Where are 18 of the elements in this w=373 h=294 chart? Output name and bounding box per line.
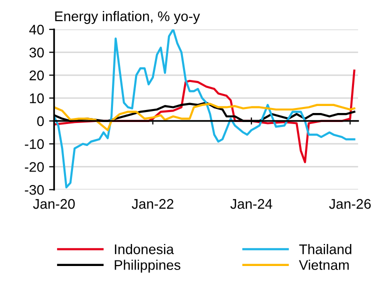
y-tick-label: 10 bbox=[30, 93, 44, 104]
legend-label: Vietnam bbox=[298, 260, 349, 270]
y-tick-label: 20 bbox=[30, 70, 44, 80]
chart-title: Energy inflation, % yo-y bbox=[55, 11, 200, 24]
legend-label: Philippines bbox=[114, 260, 180, 273]
legend-label: Thailand bbox=[299, 244, 352, 254]
x-tick-label: Jan-20 bbox=[33, 199, 75, 209]
y-tick-label: 30 bbox=[29, 48, 44, 58]
line-series bbox=[54, 102, 356, 132]
x-tick-label: Jan-24 bbox=[230, 199, 272, 209]
x-tick-label: Jan-26 bbox=[329, 199, 371, 209]
y-tick-label: -10 bbox=[24, 139, 44, 150]
x-tick-label: Jan-22 bbox=[132, 199, 174, 209]
y-tick-label: -20 bbox=[24, 162, 44, 172]
y-tick-label: 0 bbox=[37, 116, 44, 126]
legend-label: Indonesia bbox=[114, 244, 174, 254]
y-tick-label: 40 bbox=[29, 24, 44, 35]
y-tick-label: -30 bbox=[24, 184, 44, 195]
